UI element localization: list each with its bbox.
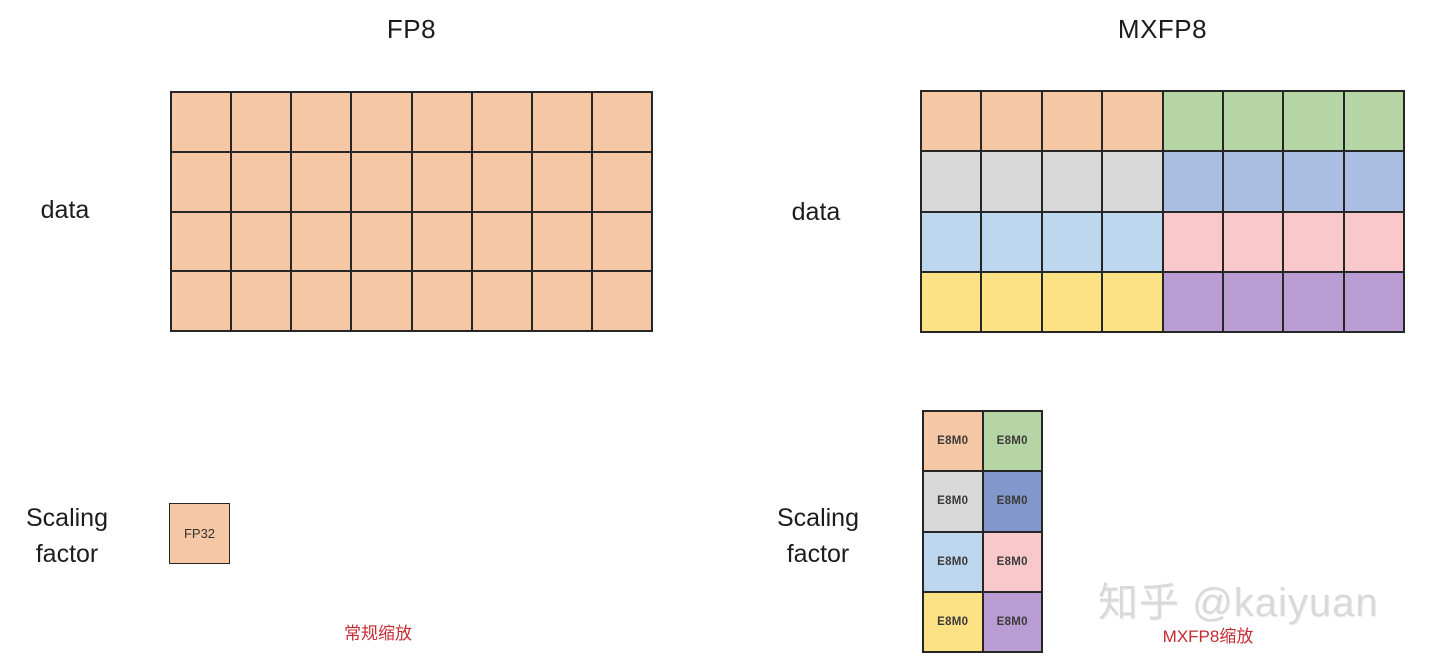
scaling-label-line2: factor (786, 540, 850, 568)
fp32-scale-box-label: FP32 (183, 526, 216, 541)
grid-cell (531, 211, 592, 272)
scaling-factor-label-left: Scaling factor (6, 500, 128, 572)
grid-cell (411, 151, 472, 212)
grid-cell (171, 151, 232, 212)
grid-cell (171, 211, 232, 272)
scaling-label-line1: Scaling (777, 504, 859, 532)
grid-cell (471, 211, 532, 272)
grid-cell: E8M0 (982, 591, 1042, 652)
grid-cell (981, 91, 1042, 152)
grid-cell (1102, 211, 1163, 272)
grid-cell (171, 271, 232, 331)
scale-cell-label: E8M0 (937, 555, 969, 568)
grid-cell (981, 211, 1042, 272)
grid-cell: E8M0 (982, 531, 1042, 592)
e8m0-scale-grid: E8M0 E8M0 E8M0 E8M0 E8M0 E8M0 E8M0 E8M0 (922, 410, 1043, 653)
grid-cell: E8M0 (982, 471, 1042, 532)
zhihu-watermark: 知乎 @kaiyuan (1098, 581, 1379, 625)
grid-cell (1343, 271, 1404, 332)
grid-cell (591, 271, 652, 331)
grid-cell (411, 92, 472, 152)
grid-cell (471, 151, 532, 212)
grid-cell (1041, 91, 1103, 152)
grid-cell (981, 151, 1042, 212)
grid-cell (921, 211, 982, 272)
grid-cell: E8M0 (923, 471, 983, 532)
grid-cell (291, 92, 352, 152)
mxfp8-title: MXFP8 (1117, 14, 1208, 44)
scale-cell-label: E8M0 (937, 435, 969, 448)
scale-cell-label: E8M0 (996, 495, 1028, 508)
grid-cell (471, 92, 532, 152)
grid-cell: E8M0 (923, 411, 983, 472)
grid-cell (231, 92, 292, 152)
grid-cell (591, 92, 652, 152)
grid-cell (1102, 91, 1163, 152)
grid-cell (1343, 151, 1404, 212)
grid-cell (1162, 91, 1223, 152)
grid-cell (471, 271, 532, 331)
scale-cell-label: E8M0 (937, 615, 969, 628)
caption-regular-scaling: 常规缩放 (344, 624, 412, 643)
data-label-right: data (791, 198, 841, 226)
grid-cell (921, 91, 982, 152)
grid-cell (1162, 211, 1223, 272)
scale-cell-label: E8M0 (937, 495, 969, 508)
grid-cell (1162, 151, 1223, 212)
grid-cell (1102, 151, 1163, 212)
scale-cell-label: E8M0 (996, 435, 1028, 448)
grid-cell (291, 151, 352, 212)
grid-cell (981, 271, 1042, 332)
grid-cell (351, 271, 412, 331)
grid-cell (231, 151, 292, 212)
data-label-left: data (40, 196, 90, 224)
grid-cell (351, 92, 412, 152)
grid-cell (1041, 211, 1103, 272)
grid-cell (1102, 271, 1163, 332)
grid-cell (531, 92, 592, 152)
grid-cell (921, 271, 982, 332)
grid-cell (351, 151, 412, 212)
grid-cell (231, 271, 292, 331)
grid-cell (291, 211, 352, 272)
grid-cell (531, 271, 592, 331)
grid-cell (1222, 271, 1284, 332)
grid-cell (291, 271, 352, 331)
scaling-label-line1: Scaling (26, 504, 108, 532)
grid-cell (411, 271, 472, 331)
scale-cell-label: E8M0 (996, 555, 1028, 568)
grid-cell (1041, 271, 1103, 332)
scale-cell-label: E8M0 (996, 615, 1028, 628)
grid-cell (1283, 211, 1344, 272)
fp8-data-grid (170, 91, 653, 332)
grid-cell (231, 211, 292, 272)
grid-cell (531, 151, 592, 212)
scaling-factor-label-right: Scaling factor (757, 500, 879, 572)
grid-cell (1343, 211, 1404, 272)
grid-cell (1343, 91, 1404, 152)
grid-cell: E8M0 (982, 411, 1042, 472)
grid-cell (171, 92, 232, 152)
grid-cell (1222, 151, 1284, 212)
grid-cell (1283, 271, 1344, 332)
fp32-scale-box: FP32 (169, 503, 230, 564)
grid-cell (411, 211, 472, 272)
grid-cell (1283, 91, 1344, 152)
grid-cell (1041, 151, 1103, 212)
grid-cell (1283, 151, 1344, 212)
grid-cell (591, 211, 652, 272)
fp8-title: FP8 (386, 14, 437, 44)
grid-cell: E8M0 (923, 531, 983, 592)
grid-cell (1162, 271, 1223, 332)
caption-mxfp8-scaling: MXFP8缩放 (1162, 627, 1254, 646)
grid-cell (1222, 211, 1284, 272)
mxfp8-data-grid (920, 90, 1405, 333)
grid-cell (1222, 91, 1284, 152)
scaling-label-line2: factor (35, 540, 99, 568)
grid-cell: E8M0 (923, 591, 983, 652)
grid-cell (591, 151, 652, 212)
grid-cell (351, 211, 412, 272)
grid-cell (921, 151, 982, 212)
